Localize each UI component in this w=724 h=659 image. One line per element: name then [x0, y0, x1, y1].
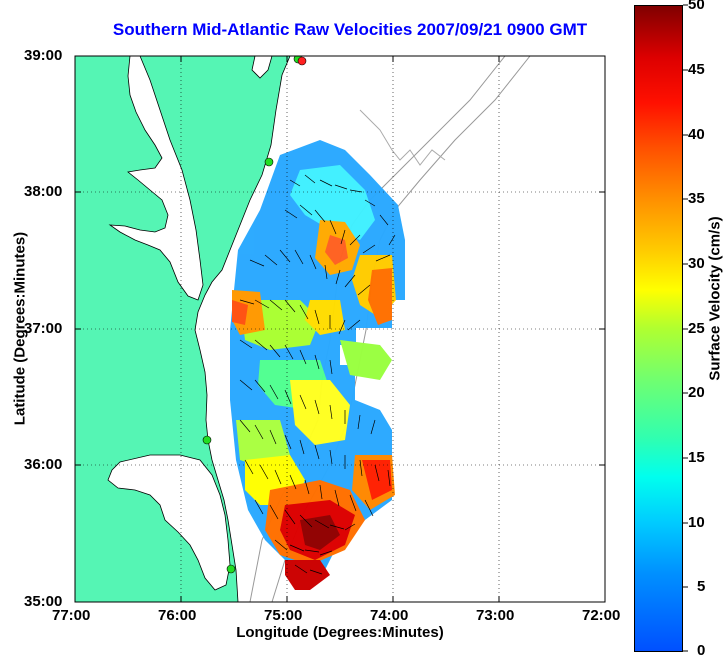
- colorbar-tick-label: 45: [688, 61, 705, 78]
- x-axis-label: Longitude (Degrees:Minutes): [236, 624, 444, 641]
- station-marker: [226, 564, 236, 574]
- y-axis-label: Latitude (Degrees:Minutes): [11, 231, 29, 426]
- colorbar-tick-label: 25: [688, 320, 705, 337]
- station-marker: [202, 435, 212, 445]
- colorbar-tick-label: 20: [688, 384, 705, 401]
- x-tick-label: 75:00: [264, 607, 303, 624]
- y-tick-label: 39:00: [24, 47, 63, 64]
- station-marker: [264, 157, 274, 167]
- map-title: Southern Mid-Atlantic Raw Velocities 200…: [112, 20, 588, 39]
- y-tick-label: 38:00: [24, 183, 63, 200]
- bathymetry-contour: [359, 109, 446, 166]
- colorbar-tick-label: 30: [688, 255, 705, 272]
- colorbar-ticks: [683, 4, 688, 652]
- colorbar-tick-label: 0: [697, 642, 706, 659]
- x-tick-label: 72:00: [582, 607, 621, 624]
- colorbar-tick-label: 50: [688, 0, 705, 13]
- tick-marks: [75, 56, 605, 602]
- colorbar-tick-label: 35: [688, 190, 705, 207]
- colorbar-label: Surface Velocity (cm/s): [706, 216, 724, 381]
- delaware-bay: [251, 56, 273, 79]
- y-tick-label: 36:00: [24, 456, 63, 473]
- grid-lines: [75, 56, 605, 602]
- velocity-vectors: [239, 174, 396, 575]
- colorbar: [634, 5, 683, 652]
- pamlico-sound: [107, 454, 231, 591]
- colorbar-tick-label: 15: [688, 449, 705, 466]
- x-tick-label: 74:00: [370, 607, 409, 624]
- colorbar-tick-label: 40: [688, 126, 705, 143]
- colorbar-tick-label: 10: [688, 514, 705, 531]
- x-tick-label: 73:00: [476, 607, 515, 624]
- y-tick-label: 37:00: [24, 320, 63, 337]
- x-tick-label: 77:00: [52, 607, 91, 624]
- colorbar-tick-label: 5: [697, 578, 706, 595]
- y-tick-label: 35:00: [24, 593, 63, 610]
- station-marker-red: [297, 56, 307, 66]
- x-tick-label: 76:00: [158, 607, 197, 624]
- chesapeake-bay: [108, 56, 204, 301]
